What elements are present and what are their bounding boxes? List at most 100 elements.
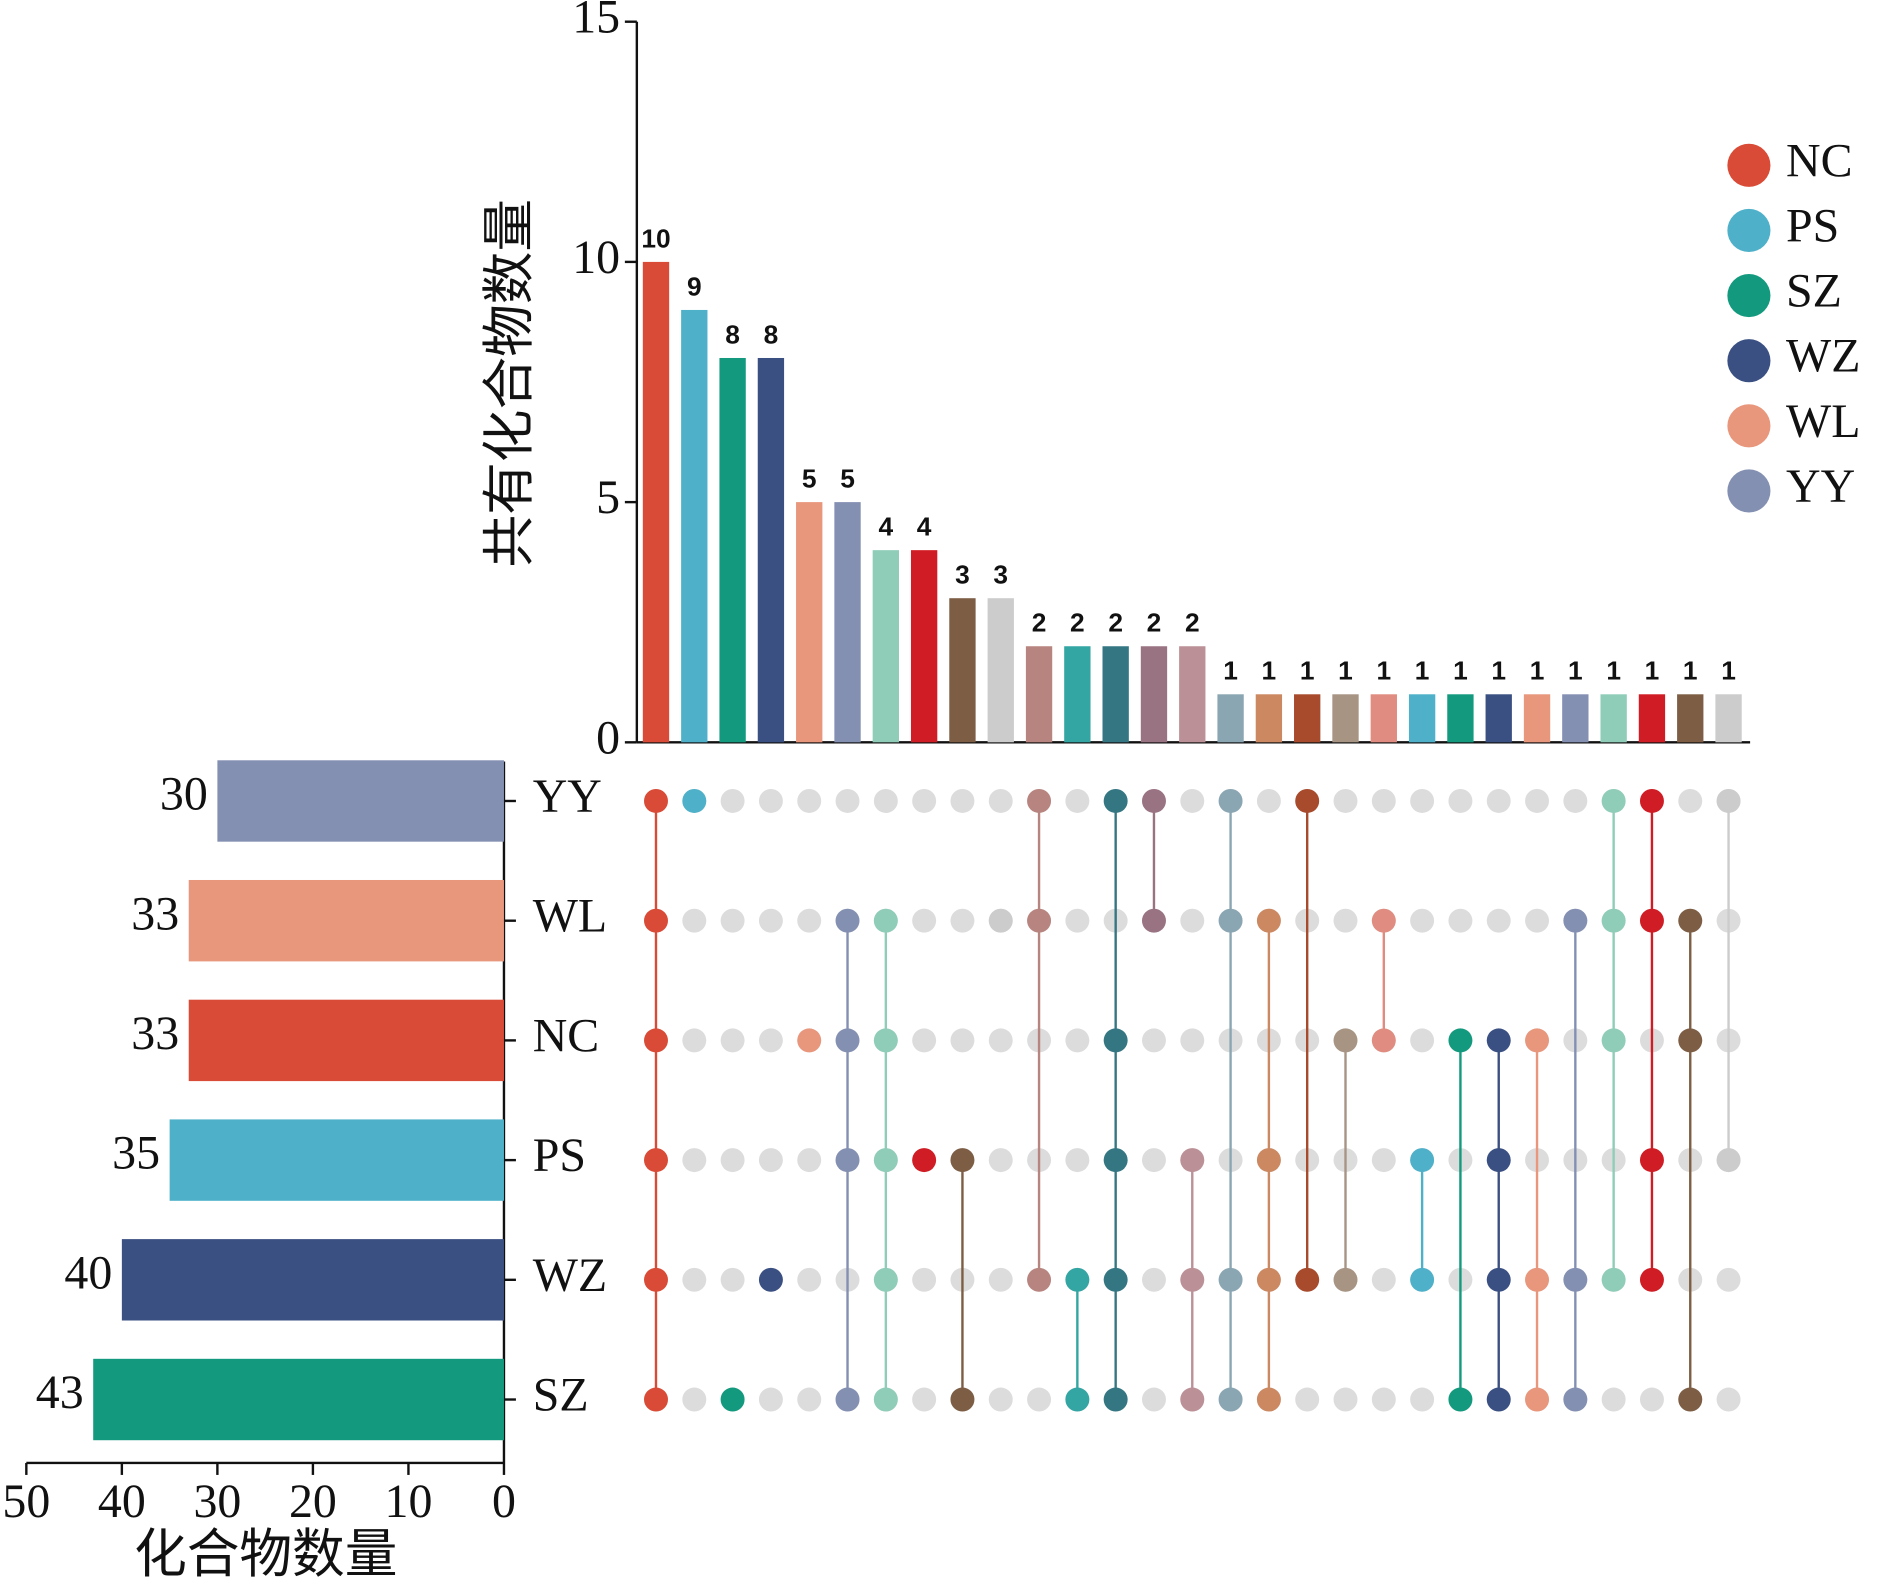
matrix-dot <box>950 1387 975 1412</box>
matrix-dot <box>1256 1267 1281 1292</box>
matrix-dot <box>1716 789 1741 813</box>
matrix-dot <box>1448 1387 1473 1412</box>
y-tick-label: 5 <box>596 471 620 524</box>
bar-value-label: 1 <box>1376 656 1391 686</box>
bar <box>1332 694 1359 743</box>
legend-label: SZ <box>1786 265 1842 318</box>
matrix-dot <box>1295 789 1320 813</box>
set-label: WZ <box>533 1249 607 1302</box>
bar <box>681 309 708 743</box>
matrix-dot <box>1065 1387 1090 1412</box>
bar <box>910 550 938 743</box>
bar <box>1408 694 1436 743</box>
set-label: WL <box>533 890 607 943</box>
bar-value-label: 2 <box>1070 608 1085 638</box>
matrix-dot <box>1601 1028 1626 1053</box>
matrix-dot-inactive <box>1639 1387 1664 1412</box>
matrix-dot-inactive <box>1180 908 1205 933</box>
bar-value-label: 2 <box>1185 608 1200 638</box>
set-label: SZ <box>533 1369 589 1422</box>
matrix-dot <box>1486 1028 1511 1053</box>
legend-marker <box>1727 469 1771 513</box>
matrix-dot-inactive <box>912 1267 937 1292</box>
matrix-dot <box>1027 908 1052 933</box>
matrix-dot-inactive <box>797 1387 822 1412</box>
matrix-dot <box>1410 1148 1435 1173</box>
matrix-dot <box>1525 1267 1550 1292</box>
matrix-dot <box>644 908 668 933</box>
matrix-dot <box>1639 1148 1664 1173</box>
bar-value-label: 1 <box>1568 656 1583 686</box>
y-tick-label: 0 <box>596 711 620 764</box>
legend-marker <box>1727 274 1771 318</box>
matrix-dot <box>1601 908 1626 933</box>
matrix-dot-inactive <box>1410 1387 1435 1412</box>
bar <box>1638 694 1666 743</box>
matrix-dot <box>1639 1267 1664 1292</box>
bar-value-label: 1 <box>1262 656 1277 686</box>
bar-value-label: 9 <box>687 271 702 301</box>
matrix-dot <box>1371 1028 1396 1053</box>
bar <box>987 598 1014 743</box>
matrix-dot <box>1601 789 1626 813</box>
y-axis-label: 共有化合物数量 <box>481 199 539 568</box>
bar <box>719 357 746 743</box>
matrix-dot <box>1142 789 1166 813</box>
matrix-dot-inactive <box>1333 908 1358 933</box>
matrix-dot-inactive <box>988 1267 1013 1292</box>
matrix-dot-inactive <box>758 1387 783 1412</box>
matrix-dot <box>1525 1387 1550 1412</box>
legend-marker <box>1727 143 1771 187</box>
bar-value-label: 1 <box>1645 656 1660 686</box>
matrix-dot-inactive <box>758 908 783 933</box>
matrix-dot <box>1103 1148 1128 1173</box>
matrix-dot-inactive <box>835 789 860 813</box>
set-bar <box>188 999 504 1082</box>
matrix-dot-inactive <box>682 908 707 933</box>
matrix-dot-inactive <box>1142 1028 1166 1053</box>
matrix-dot <box>644 1148 668 1173</box>
matrix-dot <box>1563 1387 1588 1412</box>
matrix-dot <box>835 1387 860 1412</box>
matrix-dot-inactive <box>1142 1148 1166 1173</box>
matrix-dot <box>1448 1028 1473 1053</box>
matrix-dot-inactive <box>1448 908 1473 933</box>
matrix-dot <box>1295 1267 1320 1292</box>
matrix-dot <box>1601 1267 1626 1292</box>
bar-value-label: 4 <box>917 512 932 542</box>
matrix-dot <box>835 1028 860 1053</box>
matrix-dot-inactive <box>758 789 783 813</box>
matrix-dot-inactive <box>1716 1267 1741 1292</box>
bar <box>834 502 861 743</box>
matrix-dot-inactive <box>1371 1387 1396 1412</box>
bar <box>796 502 823 743</box>
matrix-dot <box>912 1148 937 1173</box>
set-bar <box>188 879 504 962</box>
matrix-dot <box>1180 1387 1205 1412</box>
bar-value-label: 1 <box>1721 656 1736 686</box>
matrix-dot <box>1410 1267 1435 1292</box>
bar-value-label: 1 <box>1606 656 1621 686</box>
bar <box>1294 694 1321 743</box>
set-value-label: 30 <box>160 768 208 821</box>
bar-value-label: 1 <box>1300 656 1315 686</box>
matrix-dot <box>1256 1387 1281 1412</box>
matrix-dot-inactive <box>720 908 745 933</box>
bar-value-label: 2 <box>1032 608 1047 638</box>
matrix-dot-inactive <box>797 908 822 933</box>
matrix-dot <box>1103 1387 1128 1412</box>
matrix-dot <box>950 1148 975 1173</box>
set-value-label: 43 <box>36 1366 84 1419</box>
bar <box>1025 646 1053 743</box>
x-tick-label: 30 <box>193 1475 241 1528</box>
bar <box>1523 694 1551 743</box>
matrix-dot-inactive <box>720 1267 745 1292</box>
matrix-dot <box>1027 789 1052 813</box>
matrix-dot-inactive <box>988 1028 1013 1053</box>
matrix-dot <box>1103 789 1128 813</box>
matrix-dot-inactive <box>873 789 898 813</box>
bar <box>1140 646 1168 743</box>
bar <box>1447 694 1474 743</box>
y-tick-label: 15 <box>572 0 620 44</box>
